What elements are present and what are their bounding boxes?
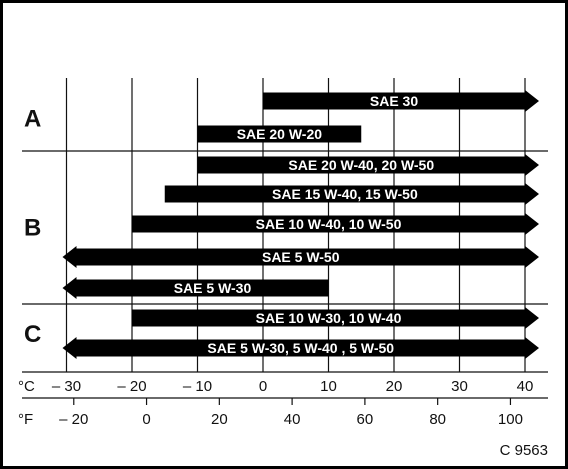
bar-B-2	[132, 213, 539, 235]
bar-A-1	[197, 125, 362, 143]
bar-B-3	[62, 246, 539, 268]
bar-A-0	[263, 90, 539, 112]
bar-label-A-0: SAE 30	[370, 93, 418, 109]
bar-B-1	[164, 183, 539, 205]
bar-B-4	[62, 277, 329, 299]
celsius-tick-label-6: 30	[451, 378, 468, 395]
fahrenheit-tick-label-4: 60	[357, 411, 374, 428]
fahrenheit-tick-label-2: 20	[211, 411, 228, 428]
bar-B-0	[197, 154, 539, 176]
fahrenheit-tick-label-5: 80	[429, 411, 446, 428]
viscosity-bars: SAE 30 SAE 20 W-20 SAE 20 W-40, 20 W-50 SAE…	[62, 90, 539, 359]
bar-label-B-4: SAE 5 W-30	[174, 280, 252, 296]
bar-label-B-2: SAE 10 W-40, 10 W-50	[256, 216, 402, 232]
celsius-tick-label-1: – 20	[117, 378, 146, 395]
celsius-unit-label: °C	[18, 378, 35, 395]
bar-label-C-1: SAE 5 W-30, 5 W-40 , 5 W-50	[207, 340, 394, 356]
fahrenheit-tick-label-0: – 20	[59, 411, 88, 428]
figure-code: C 9563	[500, 442, 548, 459]
celsius-tick-label-0: – 30	[52, 378, 81, 395]
fahrenheit-tick-label-6: 100	[498, 411, 523, 428]
bar-C-0	[132, 307, 539, 329]
group-label-B: B	[24, 215, 41, 242]
bar-label-A-1: SAE 20 W-20	[237, 126, 323, 142]
bar-label-B-3: SAE 5 W-50	[262, 249, 340, 265]
fahrenheit-unit-label: °F	[18, 411, 33, 428]
group-label-A: A	[24, 106, 41, 133]
celsius-tick-label-3: 0	[259, 378, 267, 395]
celsius-tick-label-5: 20	[386, 378, 403, 395]
celsius-tick-label-4: 10	[320, 378, 337, 395]
bar-label-C-0: SAE 10 W-30, 10 W-40	[256, 310, 402, 326]
celsius-tick-label-7: 40	[517, 378, 534, 395]
temperature-axes: °C °F – 30 – 20 – 10 0 10 20 30 40 – 20 0 20 40 60 80…	[18, 378, 533, 428]
bar-C-1	[62, 337, 539, 359]
group-label-C: C	[24, 321, 41, 348]
celsius-tick-label-2: – 10	[183, 378, 212, 395]
bar-label-B-1: SAE 15 W-40, 15 W-50	[272, 186, 418, 202]
bar-label-B-0: SAE 20 W-40, 20 W-50	[288, 157, 434, 173]
fahrenheit-tick-label-3: 40	[284, 411, 301, 428]
group-labels: A B C	[24, 106, 41, 349]
fahrenheit-tick-label-1: 0	[142, 411, 150, 428]
